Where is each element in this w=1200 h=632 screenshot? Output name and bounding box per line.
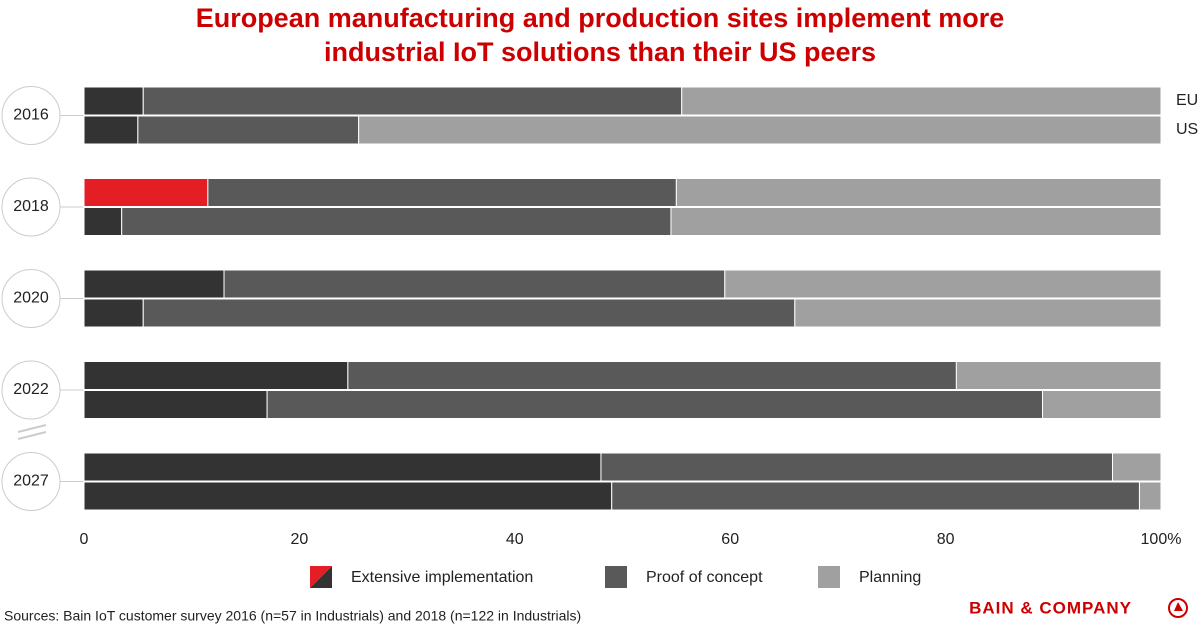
bar-segment: [83, 207, 123, 236]
year-badge: [1, 269, 61, 328]
brand-logo: [1168, 598, 1188, 618]
year-badge: [1, 452, 61, 511]
bar-segment: [794, 298, 1162, 328]
category-label: 2016: [13, 107, 49, 124]
year-badge: [1, 177, 61, 237]
legend-swatch: [818, 566, 840, 588]
bar-segment: [83, 390, 268, 419]
bar-segment: [83, 178, 209, 207]
bar-segment: [1042, 390, 1162, 419]
legend-label: Proof of concept: [646, 569, 763, 586]
category-label: 2018: [13, 198, 49, 215]
bar-segment: [724, 269, 1162, 299]
category-label: 2022: [13, 381, 49, 398]
brand: BAIN & COMPANY: [969, 598, 1132, 617]
bar-segment: [142, 298, 796, 328]
bar-segment: [955, 361, 1162, 390]
year-badge: [1, 86, 61, 145]
bar-segment: [223, 269, 726, 299]
axis-break: [17, 424, 47, 440]
bar-segment: [358, 115, 1162, 145]
chart-title: industrial IoT solutions than their US p…: [324, 37, 876, 67]
legend-label: Extensive implementation: [351, 569, 533, 586]
bar-segment: [675, 178, 1162, 207]
bar-segment: [83, 269, 225, 299]
chart-title: European manufacturing and production si…: [196, 3, 1005, 33]
category-label: 2027: [13, 473, 49, 490]
bar-segment: [83, 481, 613, 511]
bar-segment: [347, 361, 957, 390]
bar-segment: [611, 481, 1140, 511]
x-tick-label: 40: [506, 531, 524, 548]
bar-label: US: [1176, 121, 1198, 138]
x-tick-label: 100%: [1141, 531, 1182, 548]
category-label: 2020: [13, 290, 49, 307]
legend-swatch: [310, 566, 332, 588]
legend-label: Planning: [859, 569, 921, 586]
bar-segment: [137, 115, 360, 145]
source-note: Sources: Bain IoT customer survey 2016 (…: [4, 608, 581, 624]
bar-segment: [1112, 452, 1162, 482]
bar-segment: [670, 207, 1162, 236]
x-tick-label: 80: [937, 531, 955, 548]
x-tick-label: 20: [291, 531, 309, 548]
bar-segment: [83, 115, 139, 145]
bar-segment: [83, 86, 144, 116]
bar-segment: [142, 86, 683, 116]
bar-segment: [83, 298, 144, 328]
legend-swatch: [605, 566, 627, 588]
bar-segment: [207, 178, 677, 207]
bar-segment: [266, 390, 1044, 419]
bar-segment: [600, 452, 1114, 482]
bar-segment: [121, 207, 672, 236]
x-tick-label: 60: [721, 531, 739, 548]
bar-segment: [83, 361, 349, 390]
bar-label: EU: [1176, 92, 1198, 109]
bar-segment: [1138, 481, 1162, 511]
year-badge: [1, 360, 61, 420]
bar-segment: [681, 86, 1162, 116]
bar-segment: [83, 452, 602, 482]
x-tick-label: 0: [80, 531, 89, 548]
